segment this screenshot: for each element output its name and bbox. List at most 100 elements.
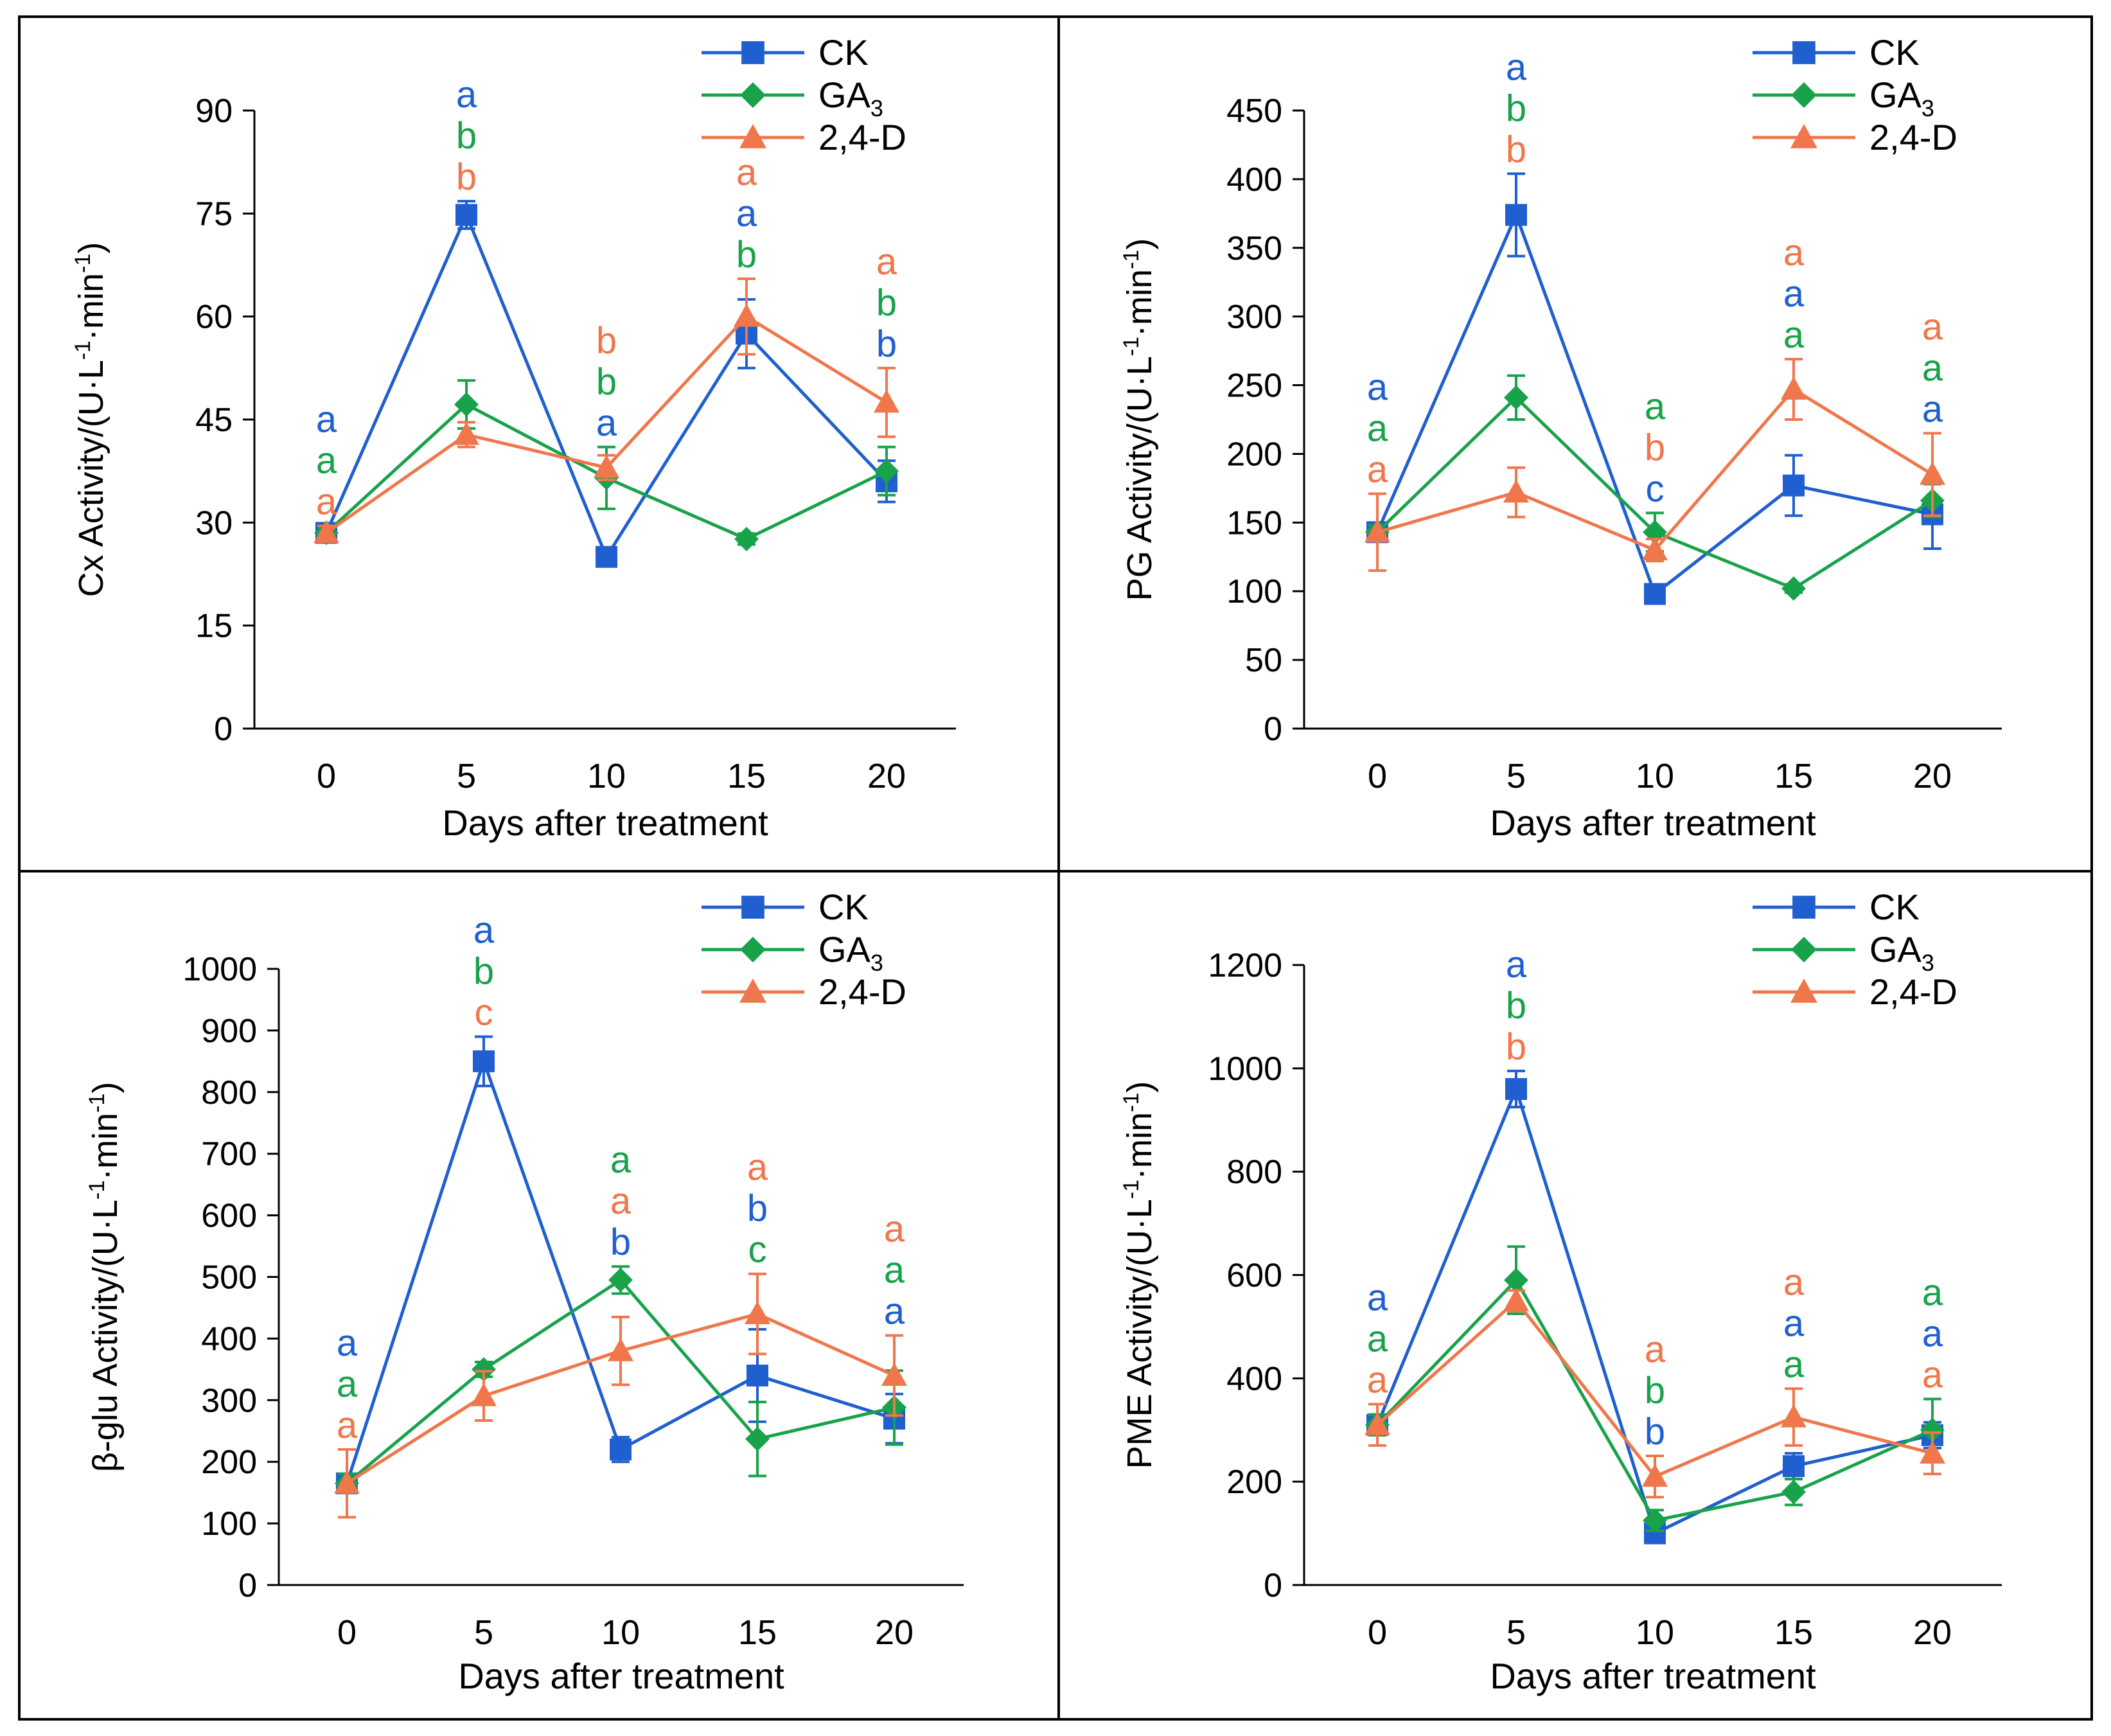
significance-letter: a <box>316 481 337 523</box>
legend-label-GA3: GA3 <box>1869 75 1934 121</box>
significance-letter: a <box>456 74 477 116</box>
x-tick-label: 15 <box>738 1613 777 1652</box>
data-point-GA3 <box>472 1357 496 1382</box>
y-tick-label: 0 <box>1264 1567 1282 1604</box>
significance-letter: a <box>1922 306 1943 348</box>
significance-letter: a <box>884 1209 905 1250</box>
data-point-GA3 <box>734 526 759 551</box>
y-axis-label-part: ·min <box>1120 269 1159 337</box>
y-tick-label: 300 <box>201 1382 257 1419</box>
y-axis-label-part: ·min <box>86 1113 125 1180</box>
data-point-GA3 <box>1504 385 1528 410</box>
x-tick-label: 20 <box>875 1613 914 1652</box>
y-axis-label-superscript: -1 <box>1119 1093 1144 1112</box>
significance-letter: a <box>337 1363 358 1405</box>
significance-letter: b <box>1645 1411 1665 1453</box>
y-axis-label: PG Activity/(U·L-1·min-1) <box>1119 238 1159 601</box>
significance-letter: b <box>473 950 494 992</box>
significance-letter: a <box>876 241 897 283</box>
y-tick-label: 200 <box>201 1444 257 1481</box>
significance-letter: b <box>736 234 757 276</box>
y-tick-label: 400 <box>1226 1360 1282 1397</box>
significance-letter: a <box>1367 448 1388 490</box>
data-point-D24 <box>594 454 619 478</box>
legend-label-D24: 2,4-D <box>818 117 906 157</box>
x-tick-label: 5 <box>474 1613 493 1652</box>
significance-letter: a <box>736 193 757 235</box>
outer-frame <box>18 15 2093 1721</box>
significance-letter: a <box>1922 1272 1943 1314</box>
legend-label-text: GA <box>1869 929 1922 970</box>
y-tick-label: 1200 <box>1208 947 1282 984</box>
data-point-GA3 <box>608 1268 633 1293</box>
x-tick-label: 10 <box>587 757 626 795</box>
y-tick-label: 700 <box>201 1136 257 1173</box>
data-point-D24 <box>471 1383 497 1406</box>
data-point-GA3 <box>1781 576 1806 601</box>
legend-label-GA3: GA3 <box>818 929 883 976</box>
data-point-CK <box>1505 204 1527 226</box>
significance-letter: a <box>1783 1302 1805 1344</box>
y-tick-label: 60 <box>195 299 233 336</box>
y-axis-label-part: ·min <box>1120 1112 1159 1180</box>
x-tick-label: 20 <box>867 757 906 795</box>
data-point-D24 <box>608 1338 633 1361</box>
data-point-CK <box>1783 474 1805 497</box>
y-tick-label: 500 <box>201 1259 257 1297</box>
y-tick-label: 450 <box>1226 93 1282 130</box>
significance-letter: a <box>736 152 757 193</box>
legend-label-text: GA <box>818 929 871 970</box>
legend-label-subscript: 3 <box>1921 950 1934 976</box>
series-D24 <box>314 277 899 544</box>
data-point-D24 <box>734 303 759 327</box>
significance-letter: b <box>596 320 617 362</box>
significance-letter: a <box>1645 1329 1666 1370</box>
significance-letter: c <box>748 1229 767 1271</box>
data-point-CK <box>746 1364 768 1386</box>
significance-letter: a <box>1922 1313 1943 1355</box>
significance-letter: b <box>456 156 477 198</box>
legend-label-text: GA <box>818 75 871 115</box>
significance-letter: c <box>475 991 493 1033</box>
legend-label-subscript: 3 <box>870 95 883 121</box>
data-point-CK <box>473 1050 495 1072</box>
y-tick-label: 400 <box>1226 161 1282 199</box>
y-tick-label: 600 <box>201 1198 257 1235</box>
legend-marker-D24 <box>1790 124 1817 148</box>
legend-marker-GA3 <box>1791 937 1817 962</box>
y-axis-label-part: ) <box>1120 1081 1159 1093</box>
legend-label-CK: CK <box>1869 887 1920 927</box>
x-axis-label: Days after treatment <box>458 1656 784 1696</box>
legend-label-text: CK <box>818 32 869 73</box>
x-tick-label: 15 <box>1774 1613 1813 1652</box>
y-tick-label: 150 <box>1226 504 1282 542</box>
data-point-D24 <box>874 389 899 413</box>
y-tick-label: 45 <box>195 402 233 439</box>
significance-letter: a <box>1783 314 1805 356</box>
legend-label-CK: CK <box>818 887 869 927</box>
x-tick-label: 0 <box>317 757 336 795</box>
significance-letter: a <box>473 909 495 951</box>
y-tick-label: 200 <box>1226 1464 1282 1501</box>
y-axis-label-superscript: -1 <box>71 254 95 273</box>
data-point-CK <box>596 545 617 568</box>
legend-label-text: CK <box>1869 32 1920 73</box>
y-axis-label-superscript: -1 <box>71 341 95 360</box>
significance-letter: a <box>1922 388 1943 430</box>
x-tick-label: 10 <box>1636 757 1674 795</box>
significance-letter: a <box>1506 46 1527 88</box>
legend-label-text: CK <box>1869 887 1920 927</box>
legend-label-CK: CK <box>818 32 869 73</box>
x-tick-label: 10 <box>1636 1613 1674 1652</box>
legend-marker-CK <box>1792 896 1815 919</box>
significance-letter: b <box>456 115 477 157</box>
panel-frames <box>18 15 2093 1721</box>
data-point-D24 <box>1503 1288 1529 1311</box>
x-tick-label: 20 <box>1913 757 1952 795</box>
legend-marker-GA3 <box>740 82 766 108</box>
